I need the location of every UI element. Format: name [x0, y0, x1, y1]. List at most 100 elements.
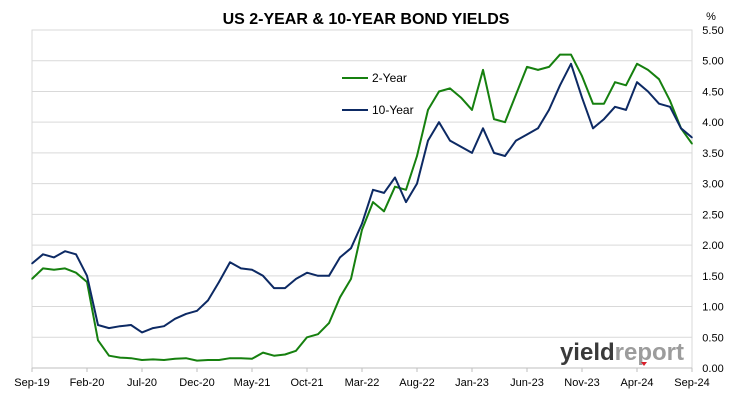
data-point: [42, 253, 44, 256]
data-point: [339, 256, 341, 259]
data-point: [405, 188, 407, 191]
data-point: [163, 359, 165, 361]
data-point: [185, 357, 187, 359]
data-point: [284, 353, 286, 356]
data-point: [229, 357, 231, 359]
data-point: [119, 325, 121, 328]
series-2-year: [31, 53, 693, 362]
data-point: [361, 222, 363, 225]
axes: 0.00 0.50 1.00 1.50 2.00 2.50 3.00 3.50 4.00 4.50…: [14, 25, 723, 389]
data-point: [449, 139, 451, 142]
y-tick-label: 4.00: [702, 117, 723, 129]
data-point: [240, 267, 242, 270]
data-point: [251, 357, 253, 360]
y-tick-label: 3.50: [702, 148, 723, 160]
x-tick-label: Dec-20: [179, 377, 214, 389]
data-point: [262, 275, 264, 277]
x-tick-label: Jan-23: [455, 377, 489, 389]
logo-text-yield: yield: [560, 339, 615, 366]
data-point: [262, 351, 264, 354]
chart-title: US 2-YEAR & 10-YEAR BOND YIELDS: [223, 11, 510, 28]
data-point: [394, 176, 396, 179]
y-tick-label: 3.00: [702, 179, 723, 191]
x-tick-label: Jul-20: [127, 377, 157, 389]
data-point: [86, 275, 88, 277]
data-point: [152, 327, 154, 329]
data-point: [218, 359, 220, 361]
data-point: [97, 324, 99, 326]
data-point: [427, 109, 429, 111]
data-point: [636, 63, 638, 65]
data-point: [515, 139, 517, 142]
data-point: [130, 324, 132, 326]
data-point: [625, 84, 627, 87]
data-point: [152, 358, 154, 361]
data-point: [207, 359, 209, 361]
data-point: [64, 250, 66, 253]
data-point: [438, 90, 440, 93]
data-point: [306, 271, 308, 274]
data-point: [658, 102, 660, 105]
svg-text:yieldreport: yieldreport: [560, 339, 684, 366]
plot-frame: [31, 29, 693, 369]
data-point: [42, 267, 44, 270]
data-point: [295, 349, 297, 352]
yieldreport-logo: yieldreport: [560, 339, 684, 366]
legend-label: 2-Year: [372, 71, 407, 85]
data-point: [31, 262, 33, 265]
data-point: [31, 278, 33, 280]
data-point: [636, 81, 638, 84]
data-point: [669, 99, 671, 102]
grid-lines: [31, 29, 693, 369]
data-point: [372, 188, 374, 191]
data-point: [328, 322, 330, 324]
y-tick-label: 0.50: [702, 332, 723, 344]
y-tick-label: 2.50: [702, 209, 723, 221]
legend-label: 10-Year: [372, 103, 414, 117]
x-tick-label: Jun-23: [510, 377, 544, 389]
data-point: [53, 268, 55, 271]
data-point: [383, 192, 385, 194]
data-point: [548, 66, 550, 68]
x-tick-label: Oct-21: [290, 377, 323, 389]
y-tick-label: 2.00: [702, 240, 723, 252]
data-point: [196, 310, 198, 312]
data-point: [581, 75, 583, 77]
data-point: [559, 53, 561, 56]
data-point: [680, 127, 682, 130]
series-line: [31, 53, 693, 362]
data-point: [53, 256, 55, 259]
data-point: [614, 106, 616, 108]
data-point: [273, 354, 275, 357]
data-point: [603, 118, 605, 120]
data-point: [295, 278, 297, 280]
data-point: [218, 281, 220, 283]
data-point: [273, 287, 275, 289]
data-point: [240, 357, 242, 359]
data-point: [361, 228, 363, 231]
data-point: [75, 271, 77, 274]
data-point: [471, 152, 473, 154]
x-tick-label: May-21: [234, 377, 271, 389]
data-point: [603, 102, 605, 105]
data-point: [405, 201, 407, 203]
data-point: [97, 339, 99, 342]
x-tick-label: Sep-19: [14, 377, 49, 389]
y-axis-unit-label: %: [706, 11, 716, 23]
data-point: [559, 84, 561, 87]
data-point: [339, 296, 341, 299]
data-point: [251, 268, 253, 271]
data-point: [691, 142, 693, 145]
data-point: [64, 267, 66, 270]
data-point: [394, 185, 396, 188]
x-tick-label: Mar-22: [345, 377, 380, 389]
data-point: [284, 287, 286, 289]
logo-accent-icon: [641, 362, 647, 366]
data-point: [658, 78, 660, 80]
series-lines: [31, 53, 693, 362]
data-point: [504, 155, 506, 157]
legend: 2-Year 10-Year: [342, 71, 414, 117]
data-point: [493, 152, 495, 154]
data-point: [526, 133, 528, 136]
